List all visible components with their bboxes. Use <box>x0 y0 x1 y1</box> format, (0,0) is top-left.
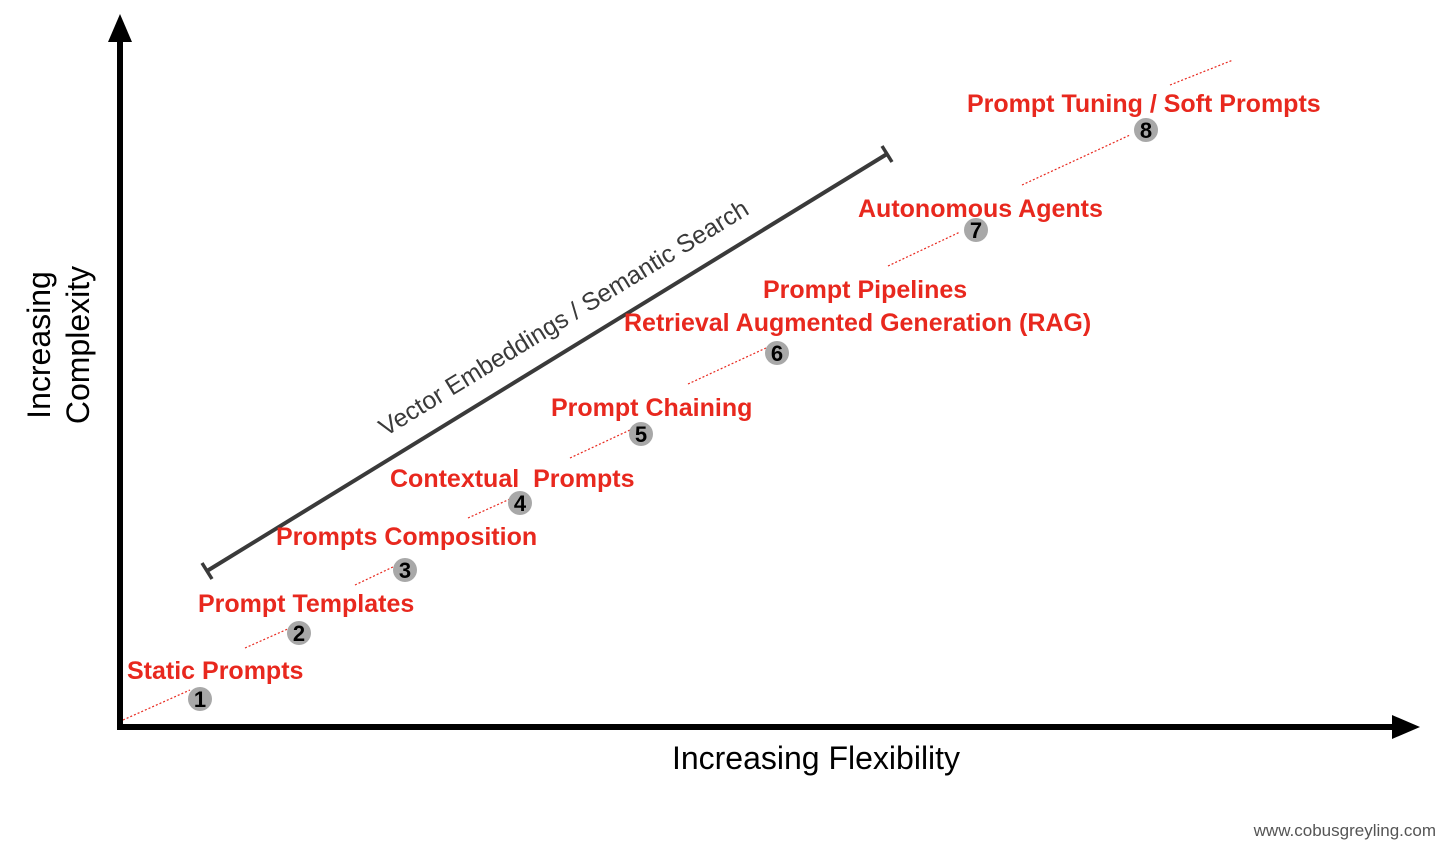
trend-segment <box>887 231 961 267</box>
stage-label-4: Contextual Prompts <box>390 465 634 493</box>
x-axis-arrow-icon <box>1392 715 1420 739</box>
band-end-cap <box>880 145 894 163</box>
stage-badge-3: 3 <box>393 558 417 583</box>
trend-segment <box>687 347 767 385</box>
watermark-credit: www.cobusgreyling.com <box>1253 821 1436 840</box>
svg-text:6: 6 <box>771 341 783 366</box>
progression-trend-line <box>122 59 1234 721</box>
stage-badge-5: 5 <box>629 422 653 447</box>
trend-segment <box>569 429 631 459</box>
stage-label-6: Retrieval Augmented Generation (RAG) <box>624 309 1091 337</box>
stage-label-2: Prompt Templates <box>198 590 414 618</box>
trend-segment <box>122 689 191 721</box>
svg-text:7: 7 <box>970 218 982 243</box>
svg-text:4: 4 <box>514 491 527 516</box>
trend-segment <box>1169 59 1234 86</box>
stage-badge-7: 7 <box>964 218 988 243</box>
svg-text:5: 5 <box>635 422 647 447</box>
y-axis-arrow-icon <box>108 14 132 42</box>
stage-label-3: Prompts Composition <box>276 523 537 551</box>
y-axis-label-line-1: Increasing <box>21 271 57 419</box>
svg-text:3: 3 <box>399 558 411 583</box>
vector-embeddings-band: Vector Embeddings / Semantic Search <box>200 145 894 580</box>
svg-text:2: 2 <box>293 621 305 646</box>
trend-segment <box>1021 134 1131 186</box>
stage-badges: 1 2 3 4 5 6 7 8 <box>188 118 1158 712</box>
stage-badge-8: 8 <box>1134 118 1158 143</box>
stage-badge-1: 1 <box>188 687 212 712</box>
stage-label-6-pipelines: Prompt Pipelines <box>763 276 967 304</box>
svg-text:1: 1 <box>194 687 206 712</box>
stage-badge-4: 4 <box>508 491 532 516</box>
trend-segment <box>467 498 511 519</box>
stage-labels: Static Prompts Prompt Templates Prompts … <box>127 90 1321 685</box>
trend-segment <box>354 565 396 586</box>
stage-label-8: Prompt Tuning / Soft Prompts <box>967 90 1321 118</box>
axes <box>108 14 1420 739</box>
stage-label-7: Autonomous Agents <box>858 195 1103 223</box>
trend-segment <box>244 627 291 649</box>
band-start-cap <box>200 562 214 580</box>
stage-label-5: Prompt Chaining <box>551 394 752 422</box>
band-line <box>205 152 889 573</box>
stage-badge-2: 2 <box>287 621 311 646</box>
stage-label-1: Static Prompts <box>127 657 303 685</box>
svg-text:8: 8 <box>1140 118 1152 143</box>
x-axis-label: Increasing Flexibility <box>672 740 960 776</box>
y-axis-label-line-2: Complexity <box>60 266 96 424</box>
stage-badge-6: 6 <box>765 341 789 366</box>
